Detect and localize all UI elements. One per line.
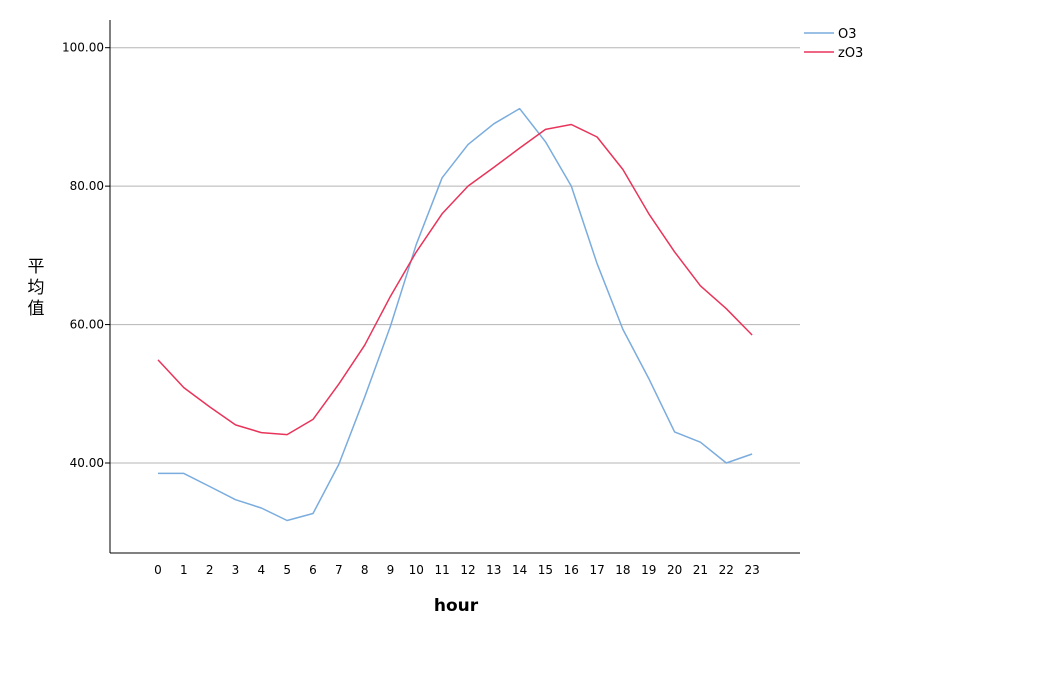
x-tick-label: 17 xyxy=(589,563,604,577)
x-tick-label: 4 xyxy=(257,563,265,577)
y-tick-label: 80.00 xyxy=(70,179,104,193)
y-tick-label: 60.00 xyxy=(70,318,104,332)
y-tick-label: 100.00 xyxy=(62,41,104,55)
x-axis-title: hour xyxy=(434,596,479,616)
x-tick-label: 3 xyxy=(232,563,240,577)
x-tick-label: 20 xyxy=(667,563,682,577)
y-axis-title-char: 值 xyxy=(28,299,45,319)
x-tick-label: 12 xyxy=(460,563,475,577)
y-tick-label: 40.00 xyxy=(70,456,104,470)
axes xyxy=(109,20,800,554)
series-lines xyxy=(157,107,753,522)
legend-label: zO3 xyxy=(838,46,863,61)
x-tick-label: 0 xyxy=(154,563,162,577)
x-tick-label: 8 xyxy=(361,563,369,577)
x-tick-label: 11 xyxy=(434,563,449,577)
series-line-o3 xyxy=(158,107,753,522)
x-tick-label: 22 xyxy=(719,563,734,577)
x-tick-label: 5 xyxy=(283,563,291,577)
x-tick-label: 9 xyxy=(387,563,395,577)
x-tick-label: 19 xyxy=(641,563,656,577)
x-tick-label: 10 xyxy=(409,563,424,577)
x-tick-label: 23 xyxy=(744,563,759,577)
x-tick-label: 18 xyxy=(615,563,630,577)
x-tick-label: 14 xyxy=(512,563,527,577)
x-tick-label: 21 xyxy=(693,563,708,577)
y-axis-title-char: 平 xyxy=(28,257,45,277)
x-tick-label: 1 xyxy=(180,563,188,577)
x-tick-label: 6 xyxy=(309,563,317,577)
series-line-zo3 xyxy=(157,123,753,436)
x-tick-label: 13 xyxy=(486,563,501,577)
x-tick-label: 15 xyxy=(538,563,553,577)
y-tick-labels: 40.00 60.00 80.00 100.00 xyxy=(62,41,104,470)
y-axis-title: 平均值 xyxy=(28,257,45,319)
x-tick-labels: 0 1 2 3 4 5 6 7 8 9 10 11 12 13 14 15 16 17 18 19 20 21 22 23 xyxy=(154,563,760,577)
x-tick-label: 16 xyxy=(564,563,579,577)
x-tick-label: 7 xyxy=(335,563,343,577)
legend-label: O3 xyxy=(838,27,857,42)
gridlines xyxy=(105,47,800,464)
y-axis-title-char: 均 xyxy=(28,278,45,298)
x-tick-label: 2 xyxy=(206,563,214,577)
